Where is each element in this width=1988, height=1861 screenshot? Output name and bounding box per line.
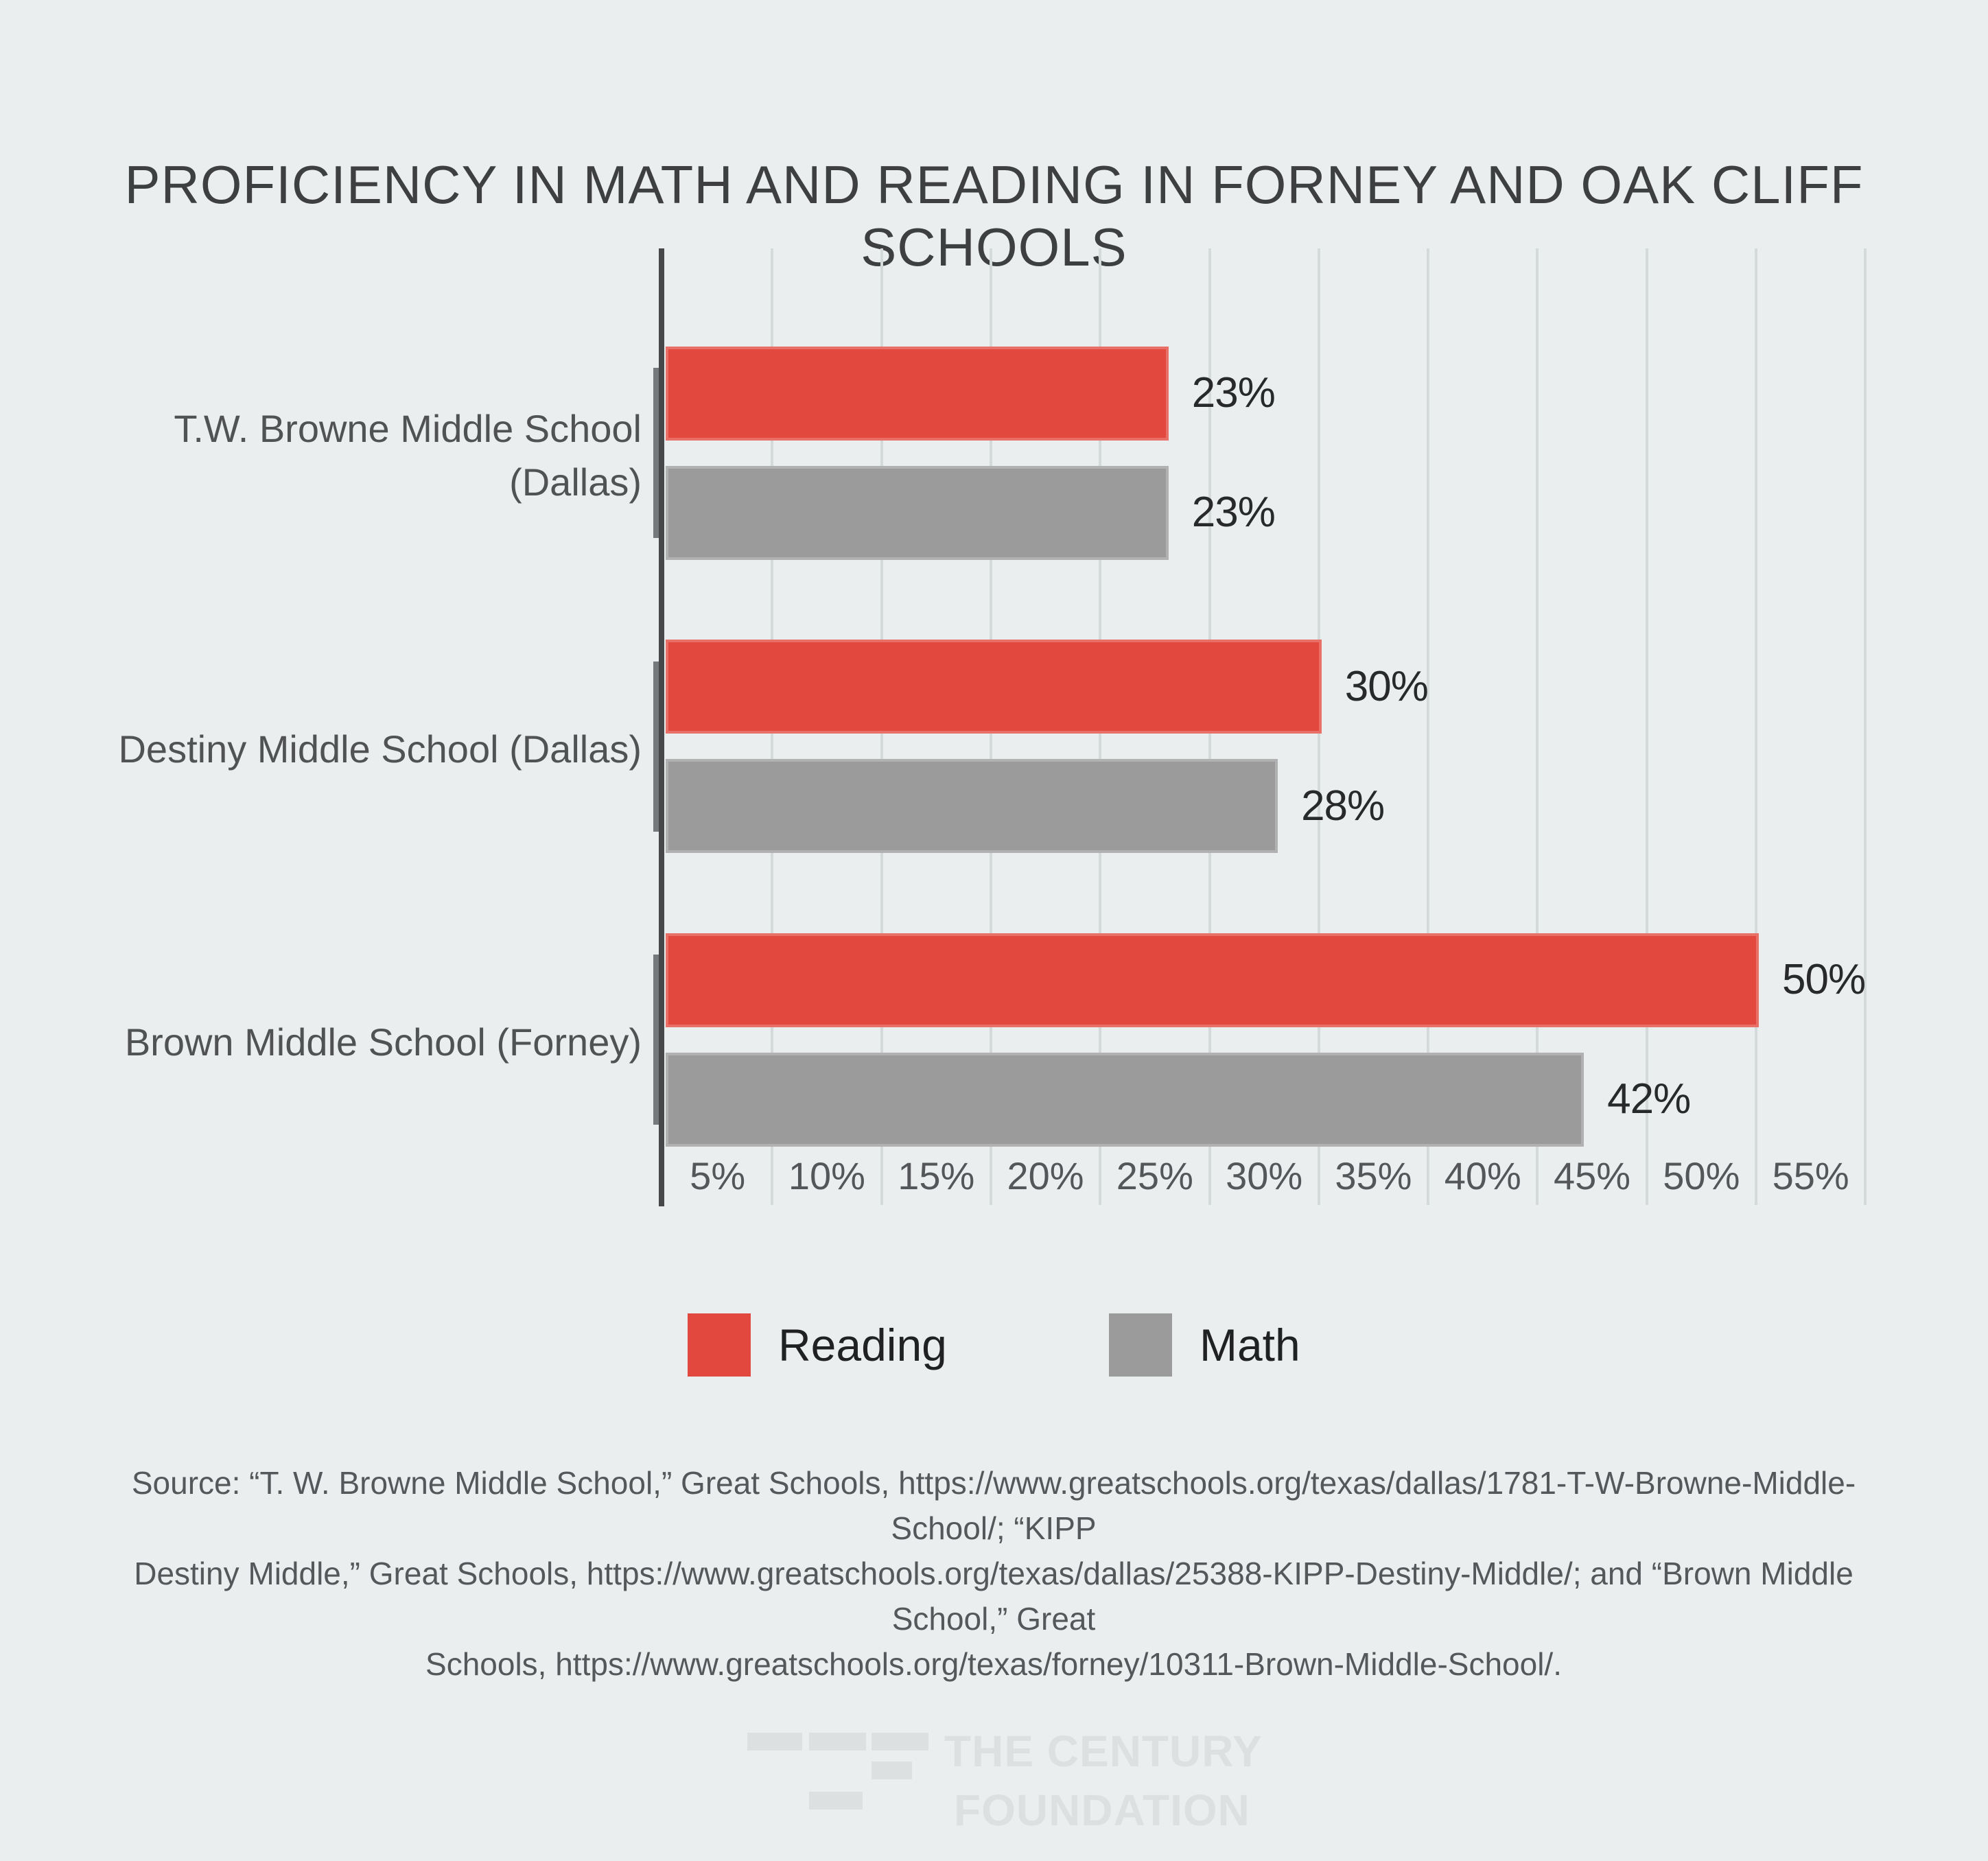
category-tick [653,955,659,1125]
x-axis-tick-10%: 10% [788,1154,865,1197]
category-tick [653,368,659,538]
category-label-line: Brown Middle School (Forney) [124,1020,642,1064]
logo-mark-bar [872,1761,912,1779]
bar-reading-1 [666,346,1169,441]
chart-title: PROFICIENCY IN MATH AND READING IN FORNE… [124,154,1864,277]
x-axis-tick-30%: 30% [1226,1154,1303,1197]
legend-swatch-reading [688,1313,751,1377]
value-label-math-3: 42% [1607,1075,1691,1123]
x-axis-tick-40%: 40% [1444,1154,1521,1197]
bar-reading-3 [666,933,1759,1027]
gridline-40% [1536,248,1539,1205]
logo-mark-bar [747,1733,802,1751]
x-axis-tick-15%: 15% [898,1154,975,1197]
gridline-35% [1427,248,1430,1205]
value-label-math-1: 23% [1191,489,1276,536]
x-axis-tick-5%: 5% [690,1154,746,1197]
x-axis-tick-20%: 20% [1007,1154,1084,1197]
bar-math-2 [666,759,1278,853]
source-line-1: Source: “T. W. Browne Middle School,” Gr… [131,1465,1856,1546]
category-label-1: T.W. Browne Middle School (Dallas) [0,402,642,509]
value-label-reading-1: 23% [1191,369,1276,417]
x-axis-tick-45%: 45% [1553,1154,1631,1197]
logo-mark-bar [872,1733,928,1751]
category-label-2: Destiny Middle School (Dallas) [0,723,642,776]
gridline-55% [1864,248,1867,1205]
legend-label-math: Math [1200,1320,1300,1370]
source-line-2: Destiny Middle,” Great Schools, https://… [134,1556,1853,1637]
legend-swatch-math [1109,1313,1172,1377]
value-label-reading-2: 30% [1344,662,1429,710]
legend-label-reading: Reading [778,1320,947,1370]
x-axis-tick-55%: 55% [1772,1154,1849,1197]
logo-text-line2: FOUNDATION [954,1786,1250,1835]
logo-text-line1: THE CENTURY [944,1727,1263,1776]
bar-math-1 [666,465,1169,560]
gridline-45% [1645,248,1648,1205]
logo-mark-bar [809,1733,866,1751]
y-axis-line [659,248,664,1206]
category-label-line: Destiny Middle School (Dallas) [118,727,642,771]
category-label-line: (Dallas) [509,460,642,504]
source-line-3: Schools, https://www.greatschools.org/te… [425,1646,1562,1682]
x-axis-tick-25%: 25% [1116,1154,1193,1197]
gridline-50% [1755,248,1757,1205]
category-label-3: Brown Middle School (Forney) [0,1016,642,1069]
category-label-line: T.W. Browne Middle School [174,407,642,450]
category-tick [653,661,659,832]
source-citation: Source: “T. W. Browne Middle School,” Gr… [88,1460,1899,1687]
value-label-math-2: 28% [1301,782,1385,830]
logo-mark-bar [809,1792,863,1810]
value-label-reading-3: 50% [1782,956,1866,1003]
x-axis-tick-50%: 50% [1663,1154,1740,1197]
x-axis-tick-35%: 35% [1335,1154,1412,1197]
bar-reading-2 [666,640,1322,734]
bar-math-3 [666,1052,1584,1147]
